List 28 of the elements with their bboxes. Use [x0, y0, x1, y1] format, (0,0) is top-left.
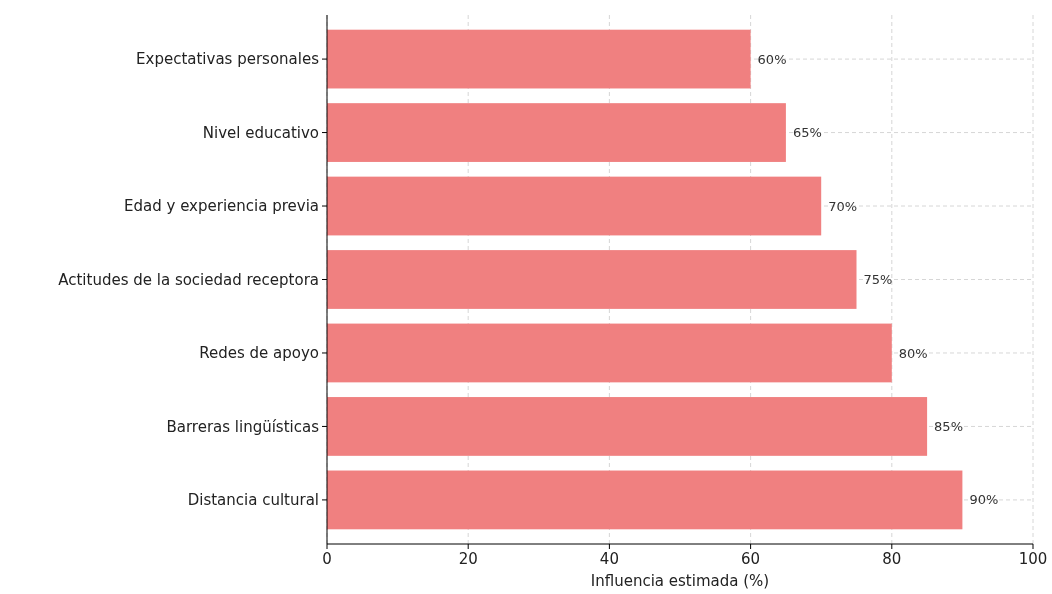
x-tick-label: 80: [882, 550, 902, 568]
bar: [327, 470, 963, 530]
y-tick-label: Barreras lingüísticas: [166, 417, 320, 436]
y-tick-label: Redes de apoyo: [199, 344, 319, 363]
y-tick-label: Expectativas personales: [136, 50, 320, 69]
bar: [327, 250, 857, 309]
data-label: 70%: [828, 198, 858, 214]
y-tick-label: Distancia cultural: [187, 491, 319, 510]
bar: [327, 176, 822, 236]
bar: [327, 397, 928, 456]
data-label: 80%: [898, 345, 928, 361]
y-tick-label: Actitudes de la sociedad receptora: [58, 270, 319, 289]
data-label: 75%: [863, 272, 893, 288]
y-tick-label: Nivel educativo: [202, 123, 319, 142]
data-label: 90%: [969, 492, 999, 508]
data-label: 60%: [757, 51, 787, 67]
y-tick-label: Edad y experiencia previa: [124, 197, 319, 216]
x-axis-title: Influencia estimada (%): [590, 572, 770, 590]
data-label: 65%: [792, 125, 822, 141]
data-label: 85%: [934, 418, 964, 434]
x-tick-label: 100: [1018, 550, 1048, 568]
x-tick-label: 0: [322, 550, 332, 568]
x-tick-label: 20: [458, 550, 478, 568]
bar: [327, 323, 892, 383]
x-tick-label: 40: [599, 550, 619, 568]
bar: [327, 29, 751, 89]
bar: [327, 103, 786, 162]
x-tick-label: 60: [741, 550, 761, 568]
